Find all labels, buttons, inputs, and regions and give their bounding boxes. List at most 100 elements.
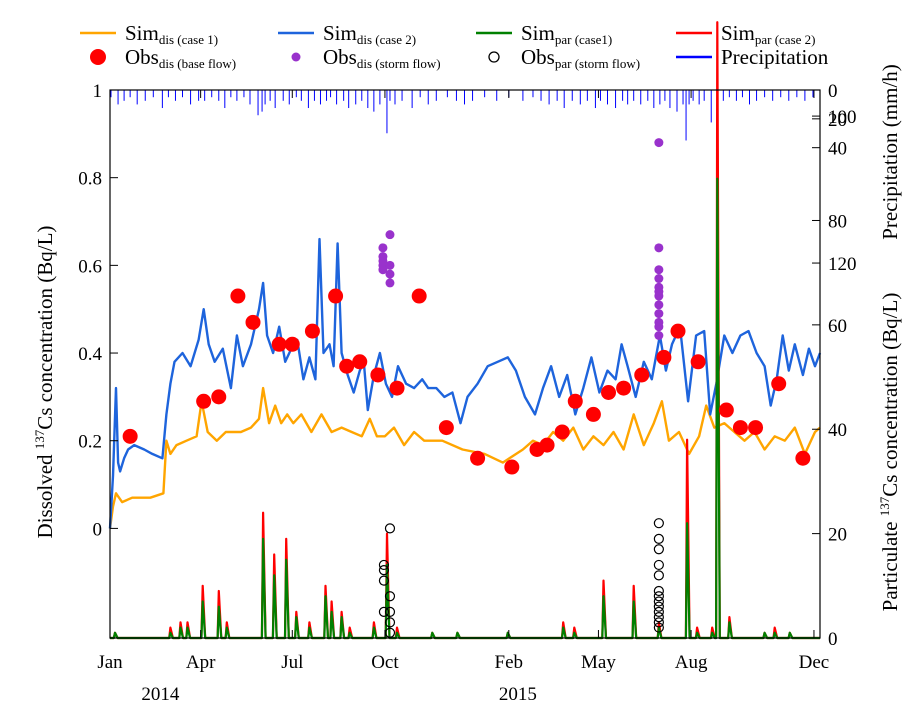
right-particulate-tick-label: 20	[828, 525, 847, 546]
obs-par-storm-point	[653, 533, 664, 544]
obs-dis-base-point	[284, 336, 300, 352]
legend-swatch	[291, 52, 301, 62]
legend-name: Obs	[521, 45, 555, 69]
legend-subscript: dis (base flow)	[159, 56, 236, 71]
obs-par-storm-point	[653, 559, 664, 571]
obs-dis-base-point	[339, 358, 355, 374]
obs-par-storm-point	[378, 575, 390, 586]
obs-dis-base-point	[504, 459, 520, 475]
obs-dis-storm-point	[385, 230, 395, 240]
obs-dis-base-point	[748, 420, 764, 436]
x-tick-label: Aug	[675, 652, 708, 673]
x-tick-label: Apr	[186, 652, 216, 673]
right-precip-tick-label: 20	[828, 110, 847, 131]
obs-par-storm-point	[653, 601, 664, 612]
obs-dis-storm-point	[654, 291, 664, 301]
x-tick-label: Jan	[97, 652, 123, 673]
obs-dis-base-point	[271, 336, 287, 352]
series-line	[108, 386, 821, 529]
right-axis-title-particulate: Particulate 137Cs concentration (Bq/L)	[877, 293, 902, 612]
obs-dis-base-point	[554, 424, 570, 440]
obs-dis-base-point	[352, 354, 368, 370]
x-tick-label: Oct	[371, 652, 399, 673]
right-particulate-tick-label: 80	[828, 211, 847, 232]
obs-par-storm-point	[384, 617, 396, 628]
obs-dis-base-point	[670, 323, 686, 339]
right-axis-title-precip: Precipitation (mm/h)	[878, 64, 902, 240]
observations	[122, 138, 811, 638]
left-axis-title-post: Cs concentration (Bq/L)	[33, 226, 57, 430]
legend-subscript: par (storm flow)	[555, 56, 640, 71]
x-tick-label: May	[581, 652, 616, 673]
obs-dis-storm-point	[378, 265, 388, 275]
right-axis-title-post: Cs concentration (Bq/L)	[878, 293, 902, 497]
obs-dis-base-point	[634, 367, 650, 383]
obs-dis-storm-point	[654, 300, 664, 310]
right-axis-title-pre: Particulate	[878, 516, 902, 611]
x-tick-label: Dec	[799, 652, 830, 673]
right-precip-tick-label: 120	[828, 254, 857, 275]
right-precip-tick-label: 0	[828, 81, 838, 102]
right-particulate-tick-label: 0	[828, 629, 838, 650]
obs-dis-base-point	[470, 450, 486, 466]
right-particulate-tick-label: 100	[828, 107, 857, 128]
particulate-series-line	[110, 177, 820, 640]
series-line	[108, 237, 822, 529]
obs-dis-storm-point	[654, 322, 664, 332]
legend-label: Simpar (case 2)	[721, 21, 816, 47]
x-year-label: 2015	[499, 684, 537, 705]
x-year-label: 2014	[141, 684, 180, 705]
left-axis-title: Dissolved 137Cs concentration (Bq/L)	[32, 226, 57, 539]
obs-dis-base-point	[601, 384, 617, 400]
simulated-series	[108, 237, 822, 529]
obs-dis-base-point	[732, 420, 748, 436]
legend-subscript: par (case1)	[555, 32, 612, 47]
obs-dis-storm-point	[654, 309, 664, 319]
right-precip-tick-label: 40	[828, 139, 847, 160]
obs-par-storm-point	[653, 544, 664, 555]
legend-label: Obsdis (storm flow)	[323, 45, 441, 71]
x-tick-label: Jul	[281, 652, 303, 673]
obs-par-storm-point	[384, 606, 396, 618]
particulate-series-line	[110, 21, 820, 640]
obs-par-storm-point	[653, 606, 664, 618]
obs-dis-storm-point	[654, 138, 664, 148]
obs-dis-storm-point	[385, 278, 395, 288]
obs-par-storm-point	[384, 627, 396, 638]
legend-name: Obs	[125, 45, 159, 69]
obs-dis-base-point	[539, 437, 555, 453]
obs-par-storm-point	[384, 591, 396, 602]
plot-frame	[109, 89, 821, 639]
obs-par-storm-point	[653, 596, 664, 607]
obs-dis-base-point	[718, 402, 734, 418]
legend-label: Obspar (storm flow)	[521, 45, 640, 71]
obs-par-storm-point	[384, 523, 396, 534]
obs-dis-base-point	[771, 376, 787, 392]
obs-dis-base-point	[122, 428, 138, 444]
obs-dis-base-point	[585, 406, 601, 422]
left-tick-label: 0.2	[78, 432, 102, 453]
obs-dis-storm-point	[385, 269, 395, 279]
obs-dis-base-point	[304, 323, 320, 339]
left-tick-label: 0.4	[78, 344, 102, 365]
legend-label: Simdis (case 2)	[323, 21, 416, 47]
obs-dis-base-point	[370, 367, 386, 383]
left-axis-title-pre: Dissolved	[33, 449, 57, 538]
obs-par-storm-point	[653, 570, 664, 581]
left-tick-label: 0.6	[78, 256, 102, 277]
legend-name: Sim	[125, 21, 159, 45]
obs-dis-base-point	[690, 354, 706, 370]
obs-dis-base-point	[328, 288, 344, 304]
obs-dis-base-point	[230, 288, 246, 304]
legend-subscript: dis (case 1)	[159, 32, 218, 47]
legend-subscript: dis (case 2)	[357, 32, 416, 47]
obs-par-storm-point	[378, 606, 390, 618]
obs-dis-storm-point	[378, 243, 388, 253]
legend-name: Sim	[521, 21, 555, 45]
legend-name: Precipitation	[721, 45, 829, 69]
legend-label: Precipitation	[721, 45, 829, 69]
obs-dis-storm-point	[654, 331, 664, 341]
obs-dis-base-point	[196, 393, 212, 409]
obs-dis-base-point	[616, 380, 632, 396]
